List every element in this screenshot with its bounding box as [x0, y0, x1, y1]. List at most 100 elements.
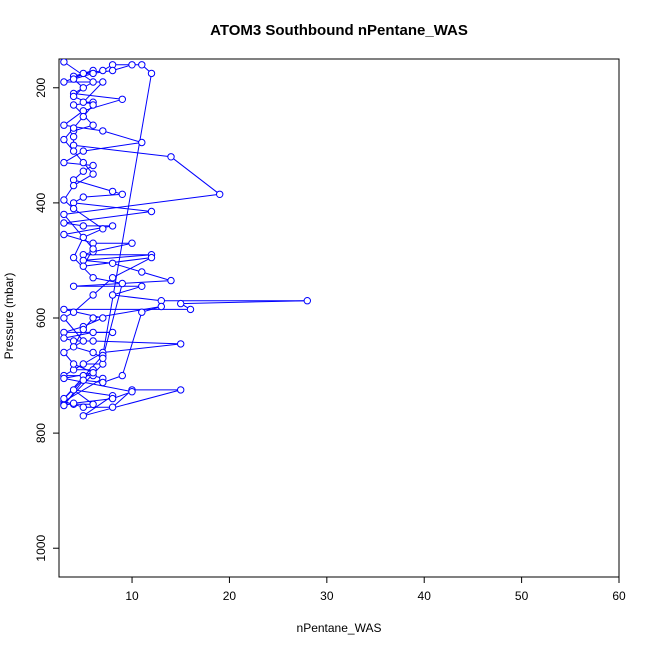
- data-point: [79, 412, 88, 420]
- data-point: [60, 59, 68, 66]
- data-point: [89, 78, 97, 86]
- data-point: [79, 98, 88, 106]
- data-point: [99, 354, 107, 362]
- series-line-segment: [83, 389, 181, 417]
- data-point: [60, 374, 68, 383]
- data-point: [69, 386, 78, 394]
- data-point: [60, 401, 68, 410]
- data-point: [128, 61, 136, 69]
- y-axis-label: Pressure (mbar): [2, 273, 16, 360]
- data-point: [79, 376, 88, 384]
- series-line-segment: [63, 150, 84, 164]
- data-point: [99, 378, 107, 387]
- data-point: [177, 299, 185, 308]
- y-axis: 200 400 600 800 1000: [34, 77, 60, 562]
- data-point: [79, 69, 88, 78]
- x-axis: 10 20 30 40 50 60: [125, 576, 626, 603]
- data-point: [69, 253, 78, 262]
- x-axis-label: nPentane_WAS: [297, 621, 382, 635]
- series-line-segment: [63, 377, 133, 393]
- series-line-segment: [141, 271, 172, 282]
- series-line-segment: [112, 262, 142, 273]
- data-point: [60, 121, 68, 129]
- data-point: [79, 325, 88, 334]
- data-point: [69, 147, 78, 155]
- data-point: [79, 158, 88, 167]
- y-tick-label: 600: [34, 308, 48, 328]
- data-point: [147, 69, 156, 78]
- plot-frame: [58, 58, 620, 578]
- data-point: [128, 239, 136, 247]
- chart-title: ATOM3 Southbound nPentane_WAS: [210, 22, 468, 39]
- data-point: [79, 360, 88, 368]
- data-point: [79, 84, 88, 92]
- data-point: [89, 274, 97, 282]
- x-tick-label: 40: [418, 589, 432, 603]
- data-point: [60, 348, 68, 357]
- data-point: [89, 328, 97, 337]
- data-point: [138, 138, 146, 147]
- data-point: [99, 127, 107, 135]
- series-line-segment: [102, 73, 152, 356]
- data-point: [99, 66, 107, 75]
- data-point: [79, 262, 88, 270]
- data-point: [69, 308, 78, 316]
- data-point: [118, 190, 127, 199]
- data-point: [60, 219, 68, 227]
- series-line-segment: [63, 70, 94, 83]
- series-line-segment: [93, 277, 123, 284]
- data-point: [89, 69, 97, 78]
- data-point: [108, 222, 117, 230]
- data-point: [167, 153, 175, 161]
- series-line-segment: [92, 242, 133, 253]
- data-point: [89, 170, 97, 178]
- data-point: [108, 394, 117, 403]
- data-point: [138, 282, 146, 290]
- series-points: [60, 59, 311, 420]
- data-point: [99, 78, 107, 86]
- series-line-segment: [73, 93, 123, 100]
- y-tick-label: 800: [34, 423, 48, 443]
- data-point: [69, 282, 78, 290]
- data-point: [89, 121, 97, 129]
- series-line-segment: [73, 208, 104, 230]
- data-point: [60, 196, 68, 204]
- data-point: [108, 259, 117, 267]
- data-point: [89, 400, 97, 408]
- series-line-segment: [121, 312, 143, 376]
- data-point: [108, 403, 117, 411]
- data-point: [60, 394, 68, 403]
- data-point: [79, 222, 88, 230]
- data-point: [147, 207, 156, 216]
- data-point: [60, 305, 68, 314]
- series-line-segment: [63, 110, 84, 126]
- series-line-segment: [63, 162, 94, 166]
- series-line-segment: [73, 173, 94, 187]
- data-point: [89, 245, 97, 253]
- data-point: [69, 399, 78, 407]
- series-line-segment: [83, 193, 123, 198]
- data-point: [108, 187, 117, 196]
- x-tick-label: 50: [515, 589, 529, 603]
- data-point: [303, 297, 311, 305]
- series-line-segment: [102, 283, 123, 359]
- data-point: [60, 314, 68, 322]
- data-point: [89, 314, 97, 322]
- series-line-segment: [83, 142, 142, 152]
- data-point: [69, 75, 78, 83]
- series-line-segment: [112, 257, 152, 279]
- data-point: [89, 101, 97, 109]
- data-point: [69, 124, 78, 132]
- data-point: [79, 193, 88, 201]
- x-tick-label: 10: [125, 589, 139, 603]
- data-point: [60, 230, 68, 239]
- series-line-segment: [73, 144, 172, 158]
- data-point: [177, 340, 185, 348]
- data-point: [89, 337, 97, 345]
- series-line-segment: [63, 317, 84, 342]
- series-line-segment: [112, 285, 142, 296]
- data-point: [216, 190, 224, 199]
- series-line-segment: [73, 237, 84, 258]
- data-point: [118, 95, 127, 104]
